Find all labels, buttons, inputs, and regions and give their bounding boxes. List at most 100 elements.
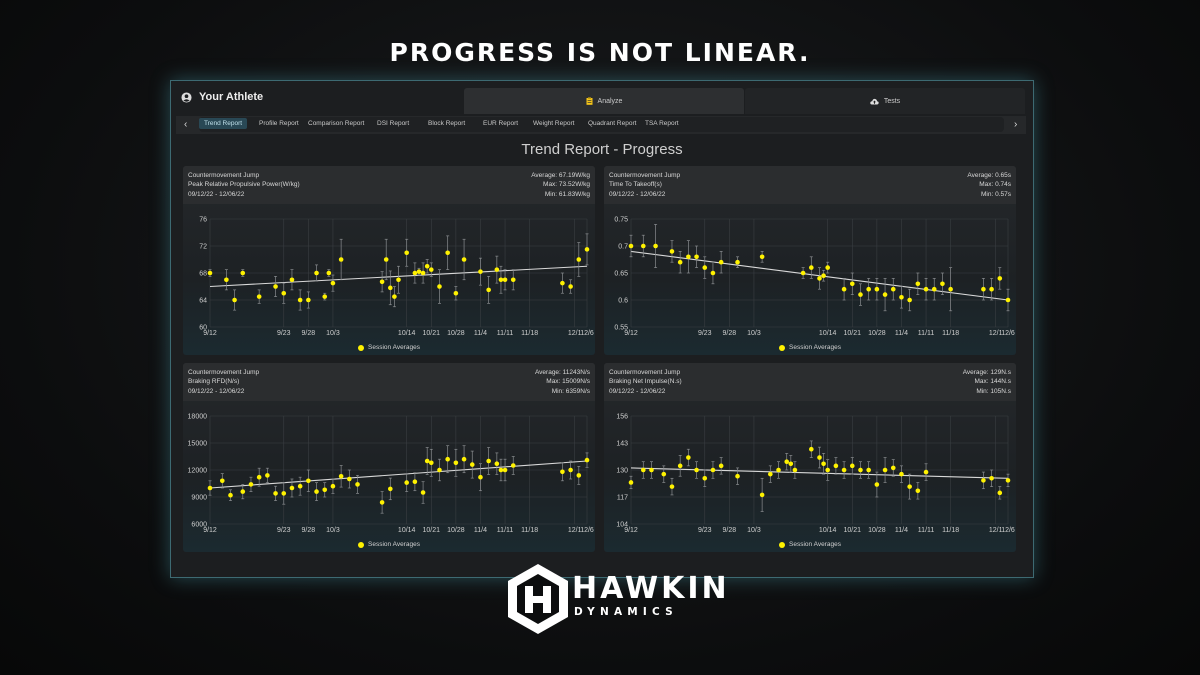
data-point [584,247,590,252]
legend-label: Session Averages [368,541,420,548]
y-tick-label: 68 [199,271,207,278]
data-point [890,286,896,292]
tab-tsa-report[interactable]: TSA Report [645,120,679,127]
y-tick-label: 104 [616,522,628,529]
data-point [498,277,504,283]
tab-analyze[interactable]: Analyze [464,88,744,114]
x-tick-label: 10/28 [868,330,886,337]
chart-panel-relative-power: Countermovement Jump Peak Relative Propu… [183,166,595,355]
data-point [735,259,740,265]
data-point [314,489,319,494]
tab-comparison-report[interactable]: Comparison Report [308,120,365,127]
data-point [677,259,683,265]
date-range: 09/12/22 - 12/06/22 [609,190,666,198]
data-point [669,484,675,489]
x-tick-label: 11/18 [942,330,959,337]
x-tick-label: 10/14 [398,527,416,534]
data-point [997,276,1003,281]
chevron-right-icon[interactable]: › [1014,119,1018,130]
data-point [882,292,888,297]
data-point [849,463,855,469]
app-window: Your Athlete Analyze Tests ‹ Trend Repor… [170,80,1034,578]
data-point [841,286,847,292]
clipboard-icon [586,97,593,105]
data-point [240,270,246,276]
brand-name: HAWKIN [572,571,730,606]
grid-lines [630,218,1009,328]
data-point [882,467,888,473]
legend-marker [779,344,786,351]
test-name: Countermovement Jump [609,369,681,376]
hawkin-dynamics-logo: HAWKIN DYNAMICS [505,560,727,640]
data-point [469,462,475,467]
x-tick-label: 9/28 [302,527,316,534]
data-point [568,467,573,473]
x-tick-label: 10/14 [819,527,837,534]
data-point [379,500,385,505]
data-point [759,492,765,498]
data-point [792,467,798,473]
chevron-left-icon[interactable]: ‹ [184,119,188,130]
trend-chart: 9/12 9/23 9/28 10/3 10/14 10/21 10/28 11/4 11/11… [199,217,594,338]
data-point [899,471,904,477]
data-point [330,280,336,286]
athlete-name: Your Athlete [199,91,264,103]
data-point [653,243,658,249]
x-tick-label: 10/28 [868,527,886,534]
data-point [640,243,646,249]
tab-dsi-report[interactable]: DSI Report [377,120,410,127]
data-point [915,488,921,494]
tab-trend-report[interactable]: Trend Report [199,118,248,129]
data-point [694,254,699,260]
data-point [388,486,393,492]
data-point [661,471,667,477]
data-point [494,461,500,466]
x-tick-label: 11/11 [497,527,514,534]
data-point [478,269,483,274]
data-point [825,467,830,473]
brand-subtitle: DYNAMICS [574,606,678,618]
x-tick-label: 11/11 [918,330,935,337]
data-point [989,286,994,292]
data-point [338,257,344,262]
data-point [461,257,467,262]
data-point [784,459,790,464]
data-point [776,467,781,473]
x-tick-label: 12/1 [568,330,582,337]
x-tick-label: 12/1 [568,527,582,534]
data-point [404,250,409,256]
data-point [326,270,332,276]
y-tick-label: 130 [616,468,628,475]
data-point [424,458,430,464]
tab-analyze-label: Analyze [597,97,623,105]
data-point [997,490,1003,496]
chart-panel-time-to-takeoff: Countermovement Jump Time To Takeoff(s) … [604,166,1016,355]
data-point [923,469,929,475]
data-point [502,467,508,473]
panel-stats: Average: 67.19W/kg Max: 73.52W/kg Min: 6… [531,171,590,199]
tab-block-report[interactable]: Block Report [428,120,466,127]
tab-weight-report[interactable]: Weight Report [533,120,575,127]
tab-quadrant-report[interactable]: Quadrant Report [588,120,637,127]
chart-legend: Session Averages [604,541,1016,548]
data-point [412,270,418,276]
data-point [445,250,450,256]
data-point [383,257,389,262]
data-point [273,491,278,496]
test-name: Countermovement Jump [188,172,260,179]
tab-tests[interactable]: Tests [745,88,1025,114]
date-range: 09/12/22 - 12/06/22 [188,387,245,395]
data-point [1005,297,1011,303]
data-point [694,467,699,473]
y-tick-label: 9000 [191,495,207,502]
data-point [849,281,855,287]
tab-profile-report[interactable]: Profile Report [259,120,299,127]
data-point [923,286,929,292]
data-point [314,270,319,276]
report-tabs: Trend Report Profile Report Comparison R… [199,117,1004,132]
legend-marker [358,541,365,548]
y-tick-label: 18000 [188,414,208,421]
data-point [420,270,426,276]
tab-eur-report[interactable]: EUR Report [483,120,519,127]
athlete-selector[interactable]: Your Athlete [181,91,263,103]
